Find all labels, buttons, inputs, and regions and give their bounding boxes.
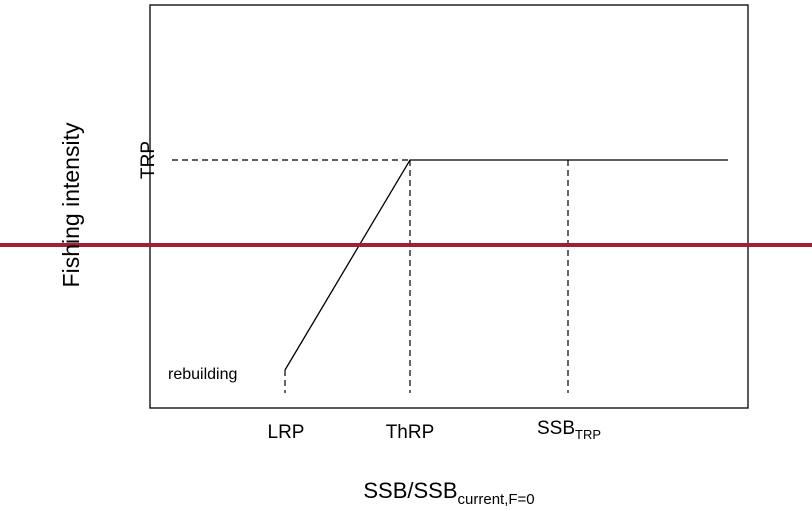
plot-frame	[149, 4, 749, 409]
x-tick-label-ssb-trp: SSBTRP	[537, 418, 601, 442]
hcr-line	[284, 159, 728, 371]
x-axis-title: SSB/SSBcurrent,F=0	[363, 478, 534, 508]
x-tick-label-thrp: ThRP	[386, 422, 435, 443]
rebuilding-annotation: rebuilding	[168, 366, 237, 383]
x-tick-label-ssb-sub: TRP	[575, 427, 601, 442]
y-axis-title: Fishing intensity	[58, 122, 84, 287]
x-tick-label-ssb-main: SSB	[537, 418, 575, 439]
x-axis-title-sub: current,F=0	[458, 491, 535, 508]
y-tick-label-trp: TRP	[138, 141, 159, 179]
x-tick-label-lrp: LRP	[268, 422, 305, 443]
x-axis-title-main: SSB/SSB	[363, 478, 457, 503]
